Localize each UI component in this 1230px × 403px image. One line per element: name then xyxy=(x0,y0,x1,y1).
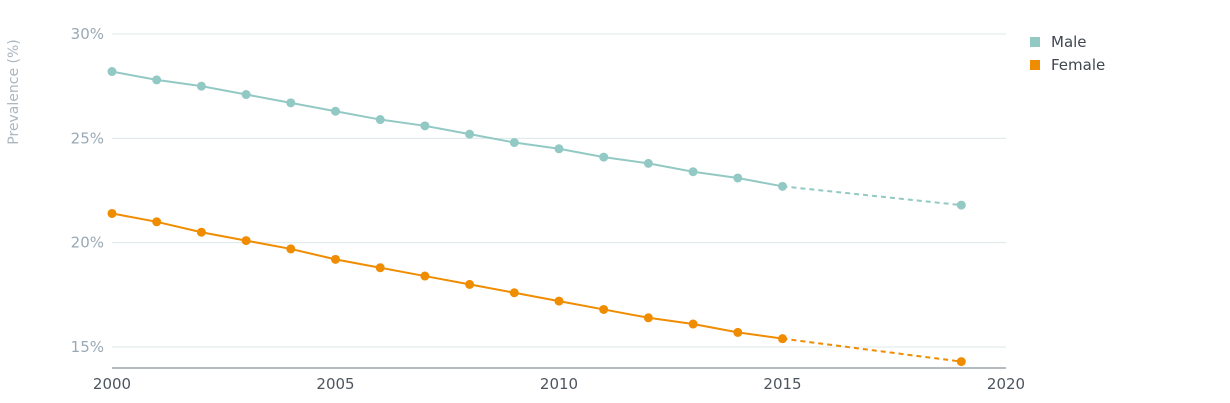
y-axis-ticks: 15% 20% 25% 30% xyxy=(71,25,104,356)
data-point-male-2014[interactable] xyxy=(733,173,743,183)
data-point-male-2006[interactable] xyxy=(375,115,385,125)
legend-swatch-male xyxy=(1030,37,1040,47)
legend: Male Female xyxy=(1030,33,1105,74)
data-point-female-2015[interactable] xyxy=(778,334,787,344)
data-point-female-2011[interactable] xyxy=(599,304,609,314)
data-point-female-2014[interactable] xyxy=(733,327,743,337)
data-point-male-2004[interactable] xyxy=(286,98,296,108)
data-point-male-2003[interactable] xyxy=(241,90,251,100)
series-projection-female xyxy=(782,337,962,363)
y-tick-label: 30% xyxy=(71,25,104,43)
series-lines xyxy=(107,67,966,367)
data-point-male-2002[interactable] xyxy=(196,81,206,91)
data-point-female-2000[interactable] xyxy=(107,208,117,218)
data-point-male-2008[interactable] xyxy=(465,129,475,139)
data-point-female-2009[interactable] xyxy=(509,288,519,298)
data-point-female-2012[interactable] xyxy=(643,313,653,323)
data-point-male-2010[interactable] xyxy=(554,144,564,154)
data-point-female-2002[interactable] xyxy=(196,227,206,237)
series-projection-male xyxy=(782,185,962,207)
x-tick-label: 2010 xyxy=(540,375,578,393)
legend-label-male: Male xyxy=(1051,33,1087,51)
data-point-male-2007[interactable] xyxy=(420,121,430,131)
data-point-female-2019[interactable] xyxy=(956,357,966,367)
x-axis-ticks: 2000 2005 2010 2015 2020 xyxy=(93,375,1025,393)
data-point-male-2019[interactable] xyxy=(956,200,966,210)
data-point-female-2013[interactable] xyxy=(688,319,698,329)
y-tick-label: 25% xyxy=(71,129,104,147)
y-tick-label: 15% xyxy=(71,338,104,356)
y-axis-label: Prevalence (%) xyxy=(6,39,22,145)
data-point-male-2005[interactable] xyxy=(331,106,340,116)
data-point-female-2003[interactable] xyxy=(241,236,251,246)
series-line-male xyxy=(111,70,783,188)
x-tick-label: 2005 xyxy=(316,375,354,393)
series-female xyxy=(107,208,966,367)
series-male xyxy=(107,67,966,210)
series-line-female xyxy=(111,212,783,340)
data-point-female-2004[interactable] xyxy=(286,244,296,254)
x-tick-label: 2000 xyxy=(93,375,131,393)
x-tick-label: 2015 xyxy=(763,375,801,393)
legend-swatch-female xyxy=(1030,60,1040,70)
data-point-male-2013[interactable] xyxy=(688,167,698,177)
data-point-female-2010[interactable] xyxy=(554,296,564,306)
x-tick-label: 2020 xyxy=(987,375,1025,393)
data-point-male-2011[interactable] xyxy=(599,152,609,162)
legend-label-female: Female xyxy=(1051,56,1105,74)
data-point-female-2007[interactable] xyxy=(420,271,430,281)
data-point-female-2005[interactable] xyxy=(331,254,340,264)
data-point-male-2000[interactable] xyxy=(107,67,117,77)
data-point-female-2001[interactable] xyxy=(152,217,162,227)
data-point-male-2001[interactable] xyxy=(152,75,162,85)
data-point-male-2012[interactable] xyxy=(643,158,653,168)
data-point-male-2009[interactable] xyxy=(509,138,519,148)
data-point-female-2008[interactable] xyxy=(465,279,475,289)
data-point-female-2006[interactable] xyxy=(375,263,385,273)
data-point-male-2015[interactable] xyxy=(778,181,787,191)
y-tick-label: 20% xyxy=(71,234,104,252)
